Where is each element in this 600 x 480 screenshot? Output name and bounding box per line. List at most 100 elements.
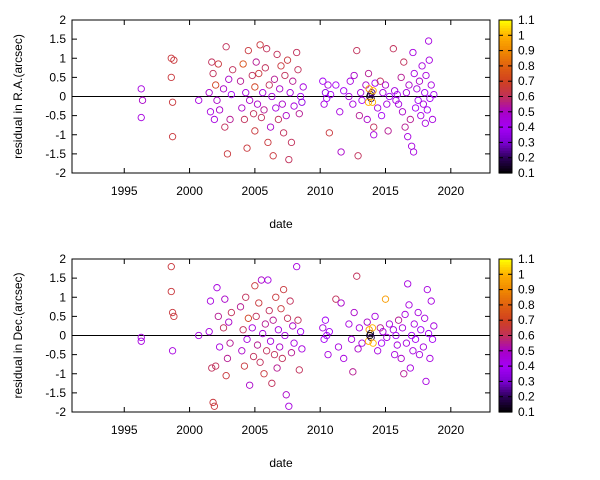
data-point — [394, 316, 403, 324]
data-point — [376, 77, 384, 85]
colorbar-segment — [499, 93, 512, 98]
colorbar: 0.10.2 0.30.40.50.6 0.70.80.9 11.1 — [498, 252, 535, 419]
data-point — [195, 96, 203, 104]
data-point — [324, 81, 332, 89]
data-point — [278, 354, 286, 363]
data-point — [409, 48, 417, 57]
data-point — [248, 71, 256, 80]
data-point — [249, 110, 258, 118]
data-point — [252, 312, 260, 321]
data-point — [287, 349, 296, 357]
colorbar-segment — [499, 396, 512, 400]
data-point — [423, 285, 431, 294]
data-point — [219, 85, 228, 93]
data-point — [287, 138, 296, 147]
colorbar-segment — [499, 325, 512, 329]
data-point — [168, 347, 177, 355]
colorbar-tick-label: 0.7 — [518, 74, 535, 88]
x-tick-label: 2020 — [437, 184, 464, 198]
data-point — [264, 276, 272, 284]
data-point — [398, 324, 407, 332]
colorbar-segment — [499, 348, 512, 352]
data-point — [221, 295, 229, 303]
data-point — [334, 343, 343, 351]
data-point — [259, 89, 267, 97]
colorbar-segment — [499, 109, 512, 113]
x-tick-label: 2010 — [307, 423, 334, 437]
colorbar-segment — [499, 68, 512, 72]
colorbar-segment — [499, 122, 512, 126]
colorbar-tick-label: 0.4 — [518, 120, 535, 134]
data-point — [209, 398, 217, 407]
data-point — [426, 94, 434, 103]
colorbar-segment — [499, 129, 512, 133]
data-point — [168, 133, 177, 141]
colorbar-segment — [499, 307, 512, 311]
colorbar-segment — [499, 383, 512, 388]
x-tick-label: 2000 — [176, 423, 203, 437]
data-point — [332, 295, 340, 303]
data-point — [401, 310, 409, 319]
colorbar-segment — [499, 114, 512, 118]
colorbar-tick-label: 0.3 — [518, 374, 535, 388]
colorbar-segment — [499, 147, 512, 151]
data-point — [406, 115, 414, 124]
x-tick-label: 1995 — [111, 423, 138, 437]
colorbar-segment — [499, 304, 512, 309]
data-point — [421, 89, 429, 97]
data-point — [354, 152, 362, 160]
data-point — [242, 293, 250, 301]
data-point — [295, 366, 303, 374]
colorbar-segment — [499, 376, 512, 380]
data-point — [400, 370, 408, 378]
data-point — [221, 123, 229, 131]
data-point — [411, 335, 420, 343]
colorbar-tick-label: 0.6 — [518, 90, 535, 104]
data-point — [402, 339, 411, 347]
colorbar-segment — [499, 284, 512, 288]
data-point — [350, 308, 358, 317]
data-point — [371, 312, 379, 321]
colorbar-segment — [499, 83, 512, 87]
data-point — [294, 316, 302, 324]
colorbar-segment — [499, 264, 512, 268]
data-point — [400, 58, 408, 66]
data-point — [242, 89, 250, 97]
colorbar-segment — [499, 76, 512, 80]
panel-2: 1995 2000 2005 2010 2015 2020 -2 -1.5 -1 -0.5 0 0.5… — [11, 252, 535, 470]
data-point — [243, 335, 251, 343]
colorbar-tick-label: 1.1 — [518, 252, 535, 266]
data-point — [340, 87, 348, 95]
colorbar-tick-label: 0.2 — [518, 390, 535, 404]
colorbar-segment — [499, 292, 512, 296]
data-point — [279, 129, 288, 137]
colorbar-segment — [499, 60, 512, 64]
colorbar-segment — [499, 104, 512, 108]
colorbar-segment — [499, 261, 512, 265]
data-point — [222, 43, 230, 51]
colorbar: 0.10.2 0.30.40.50.6 0.70.80.9 11.1 — [498, 13, 535, 180]
data-point — [262, 45, 271, 53]
y-tick-label: -2 — [55, 405, 66, 419]
colorbar-segment — [499, 81, 512, 85]
colorbar-segment — [499, 310, 512, 314]
data-point — [404, 133, 412, 141]
data-point — [393, 90, 401, 99]
data-point — [238, 104, 246, 112]
colorbar-tick-label: 0.6 — [518, 329, 535, 343]
data-point — [405, 301, 413, 309]
data-point — [276, 85, 284, 93]
data-point — [213, 96, 221, 104]
data-point — [337, 299, 345, 307]
colorbar-segment — [499, 167, 512, 172]
colorbar-segment — [499, 312, 512, 316]
data-point — [277, 62, 285, 70]
data-point — [289, 322, 297, 330]
data-point — [365, 85, 373, 93]
data-point — [392, 331, 400, 340]
colorbar-segment — [499, 99, 512, 103]
colorbar-segment — [499, 289, 512, 293]
colorbar-segment — [499, 322, 512, 326]
data-point — [325, 328, 333, 336]
colorbar-tick-label: 0.5 — [518, 344, 535, 358]
